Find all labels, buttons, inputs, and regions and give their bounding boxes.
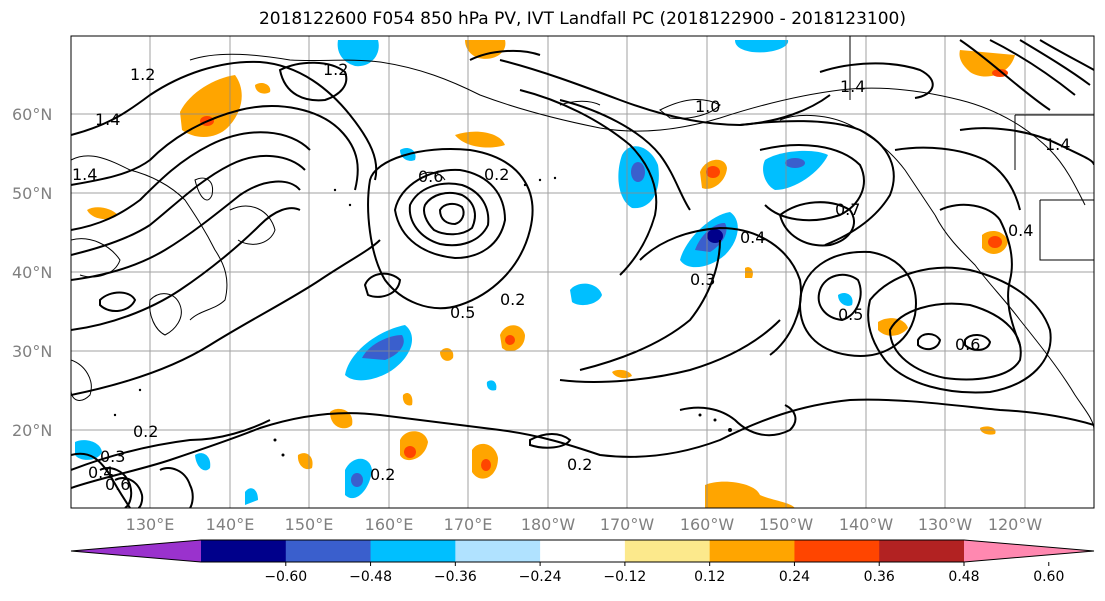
contour-label: 1.0 (695, 97, 720, 116)
colorbar-tick-label: −0.48 (349, 569, 392, 585)
contour-label: 0.2 (370, 465, 395, 484)
lat-label: 60°N (12, 105, 52, 124)
pv-contours (71, 39, 1094, 508)
lon-label: 180°W (521, 515, 576, 534)
colorbar-extend-low (71, 540, 201, 562)
contour-label: 0.7 (835, 200, 860, 219)
contour-label: 0.3 (100, 447, 125, 466)
colorbar-tick-label: −0.60 (264, 569, 307, 585)
colorbar-segment (624, 540, 711, 562)
contour-label: 0.6 (418, 167, 443, 186)
colorbar-tick-label: −0.24 (519, 569, 562, 585)
lon-label: 160°W (680, 515, 735, 534)
lon-label: 170°W (600, 515, 655, 534)
map-title: 2018122600 F054 850 hPa PV, IVT Landfall… (258, 9, 906, 29)
colorbar-tick-label: −0.36 (434, 569, 477, 585)
gridlines (71, 36, 1094, 508)
colorbar-outline (70, 539, 1095, 563)
lat-label: 20°N (12, 421, 52, 440)
pv-shading (75, 40, 1015, 508)
islands (113, 176, 732, 457)
contour-label: 0.2 (484, 165, 509, 184)
colorbar-segment (370, 540, 456, 562)
colorbar-tick-label: 0.60 (1033, 569, 1064, 585)
colorbar-tick-label: 0.36 (864, 569, 895, 585)
colorbar-segment (201, 540, 287, 562)
lon-label: 170°E (444, 515, 493, 534)
contour-label: 0.4 (88, 463, 113, 482)
contour-label: 0.6 (105, 475, 130, 494)
contour-label: 1.4 (840, 77, 865, 96)
contour-label: 0.5 (838, 305, 863, 324)
latitude-labels: 60°N 50°N 40°N 30°N 20°N (12, 105, 52, 440)
colorbar-tick-label: −0.12 (603, 569, 646, 585)
contour-label: 1.4 (1045, 135, 1070, 154)
colorbar-tick-label: 0.24 (779, 569, 810, 585)
lon-label: 140°W (839, 515, 894, 534)
colorbar-segment (455, 540, 541, 562)
colorbar-segment (540, 540, 626, 562)
colorbar-tick-label: 0.12 (694, 569, 725, 585)
colorbar-segment (794, 540, 880, 562)
contour-label: 0.6 (955, 335, 980, 354)
longitude-labels: 130°E 140°E 150°E 160°E 170°E 180°W 170°… (126, 515, 1043, 534)
colorbar-segment (285, 540, 372, 562)
contour-label: 0.2 (567, 455, 592, 474)
contour-label: 0.2 (133, 422, 158, 441)
contour-label: 0.3 (690, 270, 715, 289)
lon-label: 120°W (988, 515, 1043, 534)
contour-labels: 1.2 1.2 1.4 1.4 1.4 1.4 1.0 0.6 0.2 0.5 … (72, 60, 1070, 494)
lon-label: 150°W (759, 515, 814, 534)
lon-label: 140°E (206, 515, 255, 534)
lon-label: 150°E (285, 515, 334, 534)
lon-label: 130°W (918, 515, 973, 534)
contour-label: 1.4 (72, 165, 97, 184)
contour-label: 0.4 (740, 228, 765, 247)
colorbar: −0.60 −0.48 −0.36 −0.24 −0.12 0.12 0.24 0.36 0.4… (70, 539, 1095, 585)
colorbar-extend-high (964, 540, 1094, 562)
lon-label: 160°E (365, 515, 414, 534)
contour-label: 0.5 (450, 303, 475, 322)
map-frame (70, 35, 1095, 509)
contour-label: 1.2 (130, 65, 155, 84)
lon-label: 130°E (126, 515, 175, 534)
contour-label: 1.2 (323, 60, 348, 79)
lat-label: 50°N (12, 184, 52, 203)
lat-label: 30°N (12, 342, 52, 361)
contour-label: 0.2 (500, 290, 525, 309)
colorbar-segment (879, 540, 965, 562)
contour-label: 1.4 (95, 110, 120, 129)
contour-label: 0.4 (1008, 221, 1033, 240)
colorbar-tick-label: 0.48 (948, 569, 979, 585)
colorbar-segment (709, 540, 795, 562)
lat-label: 40°N (12, 263, 52, 282)
